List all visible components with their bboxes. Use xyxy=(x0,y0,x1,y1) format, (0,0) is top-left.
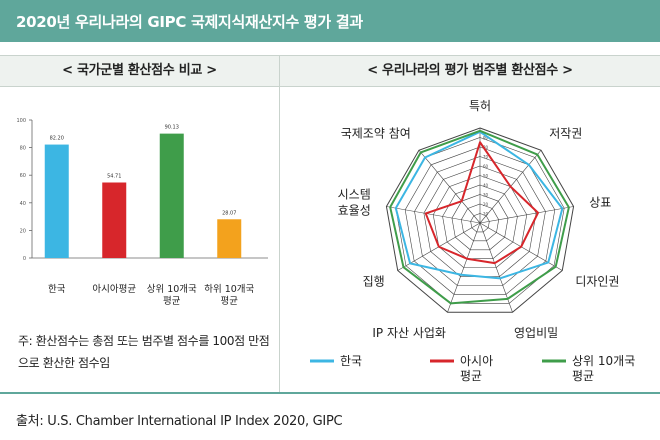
x-tick-label: 하위 10개국 평균 xyxy=(204,283,254,307)
bar-chart: 0 20 40 60 80 100 82.20 한국 54.71 아시아평균 90.13 상위 10개… xyxy=(16,118,268,307)
radar-spoke xyxy=(418,150,481,224)
radar-grid-ring xyxy=(385,127,575,313)
radar-ring-label: 60 xyxy=(483,164,489,169)
y-tick-label: 60 xyxy=(20,173,26,179)
radar-spoke xyxy=(479,222,513,313)
radar-ring-label: 20 xyxy=(483,202,489,207)
radar-axis-label: 디자인권 xyxy=(575,275,619,289)
legend-label: 상위 10개국 평균 xyxy=(572,354,635,383)
radar-axis-label: 국제조약 참여 xyxy=(341,125,411,140)
footer-divider xyxy=(0,392,660,394)
radar-grid-ring xyxy=(404,146,556,295)
radar-ring-label: 40 xyxy=(483,183,489,188)
radar-axis-label: 시스템 효율성 xyxy=(338,188,371,218)
radar-axis-label: 영업비밀 xyxy=(514,326,558,340)
radar-axis-label: 집행 xyxy=(363,274,385,289)
radar-axis-label: 저작권 xyxy=(549,126,582,140)
legend-label: 한국 xyxy=(340,354,362,368)
page-title: 2020년 우리나라의 GIPC 국제지식재산지수 평가 결과 xyxy=(16,13,363,31)
radar-ring-label: 70 xyxy=(483,155,489,160)
legend-label: 아시아 평균 xyxy=(460,354,493,383)
radar-series-line xyxy=(424,141,540,265)
bar xyxy=(44,144,69,258)
x-tick-label: 아시아평균 xyxy=(92,284,136,295)
radar-grid-ring xyxy=(460,203,500,242)
radar-axis-label: 상표 xyxy=(589,196,611,210)
bar xyxy=(102,182,127,258)
radar-grid-ring xyxy=(432,175,528,268)
y-tick-label: 100 xyxy=(16,118,26,124)
radar-series-line xyxy=(394,130,564,280)
bar xyxy=(159,133,184,258)
chart-note: 주: 환산점수는 총점 또는 범주별 점수를 100점 만점으로 환산한 점수임 xyxy=(18,334,270,370)
header-bar: 2020년 우리나라의 GIPC 국제지식재산지수 평가 결과 xyxy=(0,0,660,42)
right-panel-title: < 우리나라의 평가 범주별 환산점수 > xyxy=(367,63,573,78)
panel-divider xyxy=(279,55,280,393)
radar-axis-label: IP 자산 사업화 xyxy=(372,326,446,340)
left-panel-header: < 국가군별 환산점수 비교 > xyxy=(0,55,279,87)
right-panel-header: < 우리나라의 평가 범주별 환산점수 > xyxy=(280,55,660,87)
radar-spoke xyxy=(447,222,481,313)
x-tick-label: 한국 xyxy=(48,284,66,295)
bar xyxy=(217,219,242,258)
radar-axis-label: 특허 xyxy=(469,99,491,113)
radar-ring-label: 30 xyxy=(483,193,489,198)
radar-grid-ring xyxy=(451,194,509,251)
radar-ring-label: 50 xyxy=(483,174,489,179)
radar-ring-label: 90 xyxy=(483,136,489,141)
left-panel-title: < 국가군별 환산점수 비교 > xyxy=(62,63,217,78)
bar-value-label: 54.71 xyxy=(107,174,121,180)
y-tick-label: 0 xyxy=(23,256,26,262)
radar-series-line xyxy=(389,129,570,305)
bar-value-label: 82.20 xyxy=(50,136,64,142)
source-text: 출처: U.S. Chamber International IP Index … xyxy=(16,414,343,429)
radar-grid-ring xyxy=(470,213,490,233)
bar-value-label: 90.13 xyxy=(165,125,179,131)
radar-grid-ring xyxy=(414,156,546,286)
radar-ring-label: 80 xyxy=(483,145,489,150)
radar-spoke xyxy=(386,206,481,224)
bar-value-label: 28.07 xyxy=(222,210,236,216)
x-tick-label: 상위 10개국 평균 xyxy=(147,283,197,307)
y-tick-label: 40 xyxy=(20,201,26,207)
radar-spoke xyxy=(479,206,574,224)
y-tick-label: 20 xyxy=(20,228,26,234)
y-tick-label: 80 xyxy=(20,146,26,152)
radar-ring-label: 10 xyxy=(483,212,489,217)
